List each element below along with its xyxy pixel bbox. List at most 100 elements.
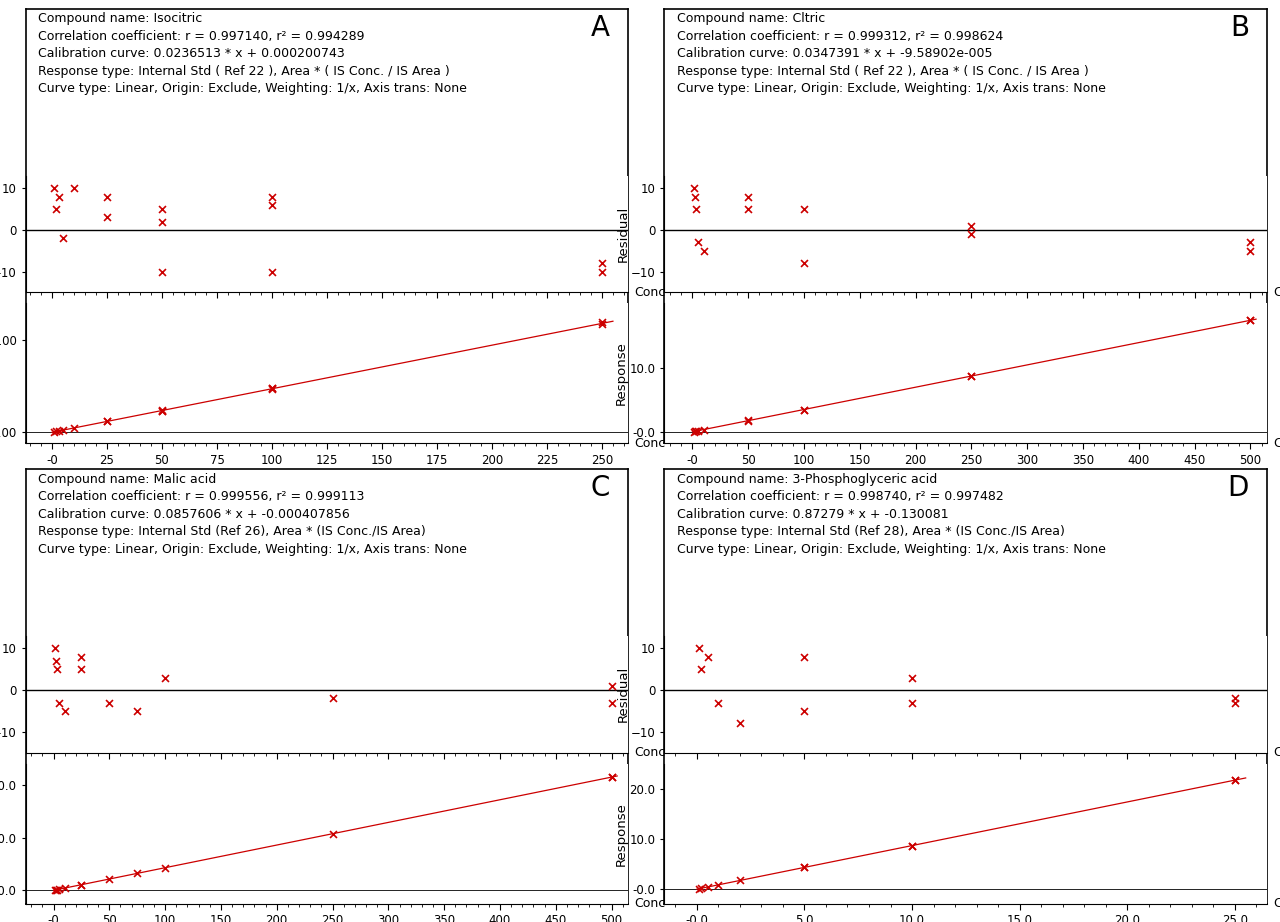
Text: Conc: Conc bbox=[1272, 437, 1280, 450]
Point bbox=[152, 404, 173, 419]
Point bbox=[261, 189, 282, 204]
Text: Conc: Conc bbox=[634, 897, 666, 910]
Point bbox=[794, 649, 814, 664]
Point bbox=[591, 314, 612, 329]
Point bbox=[45, 641, 65, 656]
Point bbox=[961, 219, 982, 233]
Point bbox=[1240, 235, 1261, 250]
Text: Conc: Conc bbox=[1272, 897, 1280, 910]
Point bbox=[602, 679, 622, 693]
Text: B: B bbox=[1230, 14, 1249, 41]
Point bbox=[794, 860, 814, 875]
Text: Conc: Conc bbox=[634, 746, 666, 759]
Point bbox=[46, 662, 67, 677]
Point bbox=[730, 716, 750, 731]
Point bbox=[46, 202, 67, 217]
Point bbox=[97, 189, 118, 204]
Point bbox=[49, 189, 69, 204]
Text: Conc: Conc bbox=[1272, 286, 1280, 299]
Point bbox=[739, 189, 759, 204]
Point bbox=[323, 826, 343, 841]
Point bbox=[686, 424, 707, 439]
Point bbox=[685, 424, 705, 439]
Point bbox=[52, 230, 73, 245]
Point bbox=[687, 423, 708, 438]
Point bbox=[55, 881, 76, 895]
Text: Conc: Conc bbox=[634, 286, 666, 299]
Point bbox=[730, 873, 750, 888]
Point bbox=[902, 670, 923, 685]
Point bbox=[261, 381, 282, 396]
Point bbox=[794, 703, 814, 718]
Point bbox=[902, 695, 923, 710]
Point bbox=[591, 316, 612, 331]
Point bbox=[686, 202, 707, 217]
Y-axis label: Response: Response bbox=[616, 801, 628, 866]
Point bbox=[902, 838, 923, 853]
Point bbox=[72, 649, 92, 664]
Point bbox=[591, 256, 612, 271]
Point bbox=[72, 662, 92, 677]
Point bbox=[261, 382, 282, 396]
Point bbox=[708, 878, 728, 892]
Point bbox=[794, 402, 814, 417]
Point bbox=[687, 235, 708, 250]
Point bbox=[152, 265, 173, 279]
Point bbox=[708, 695, 728, 710]
Point bbox=[49, 695, 69, 710]
Point bbox=[155, 670, 175, 685]
Point bbox=[72, 878, 92, 892]
Text: D: D bbox=[1228, 474, 1249, 502]
Point bbox=[961, 369, 982, 384]
Point bbox=[152, 403, 173, 418]
Point bbox=[97, 414, 118, 429]
Point bbox=[1225, 773, 1245, 787]
Point bbox=[602, 695, 622, 710]
Point bbox=[99, 695, 119, 710]
Text: Conc: Conc bbox=[634, 437, 666, 450]
Point bbox=[691, 881, 712, 895]
Point bbox=[152, 214, 173, 229]
Text: Compound name: Malic acid
Correlation coefficient: r = 0.999556, r² = 0.999113
C: Compound name: Malic acid Correlation co… bbox=[37, 473, 466, 556]
Point bbox=[685, 189, 705, 204]
Point bbox=[1225, 692, 1245, 706]
Text: Conc: Conc bbox=[1272, 746, 1280, 759]
Point bbox=[691, 662, 712, 677]
Point bbox=[46, 882, 67, 897]
Point bbox=[46, 882, 67, 897]
Point bbox=[261, 265, 282, 279]
Point bbox=[261, 197, 282, 212]
Point bbox=[99, 871, 119, 886]
Point bbox=[52, 422, 73, 437]
Point bbox=[64, 181, 84, 195]
Text: Compound name: 3-Phosphoglyceric acid
Correlation coefficient: r = 0.998740, r² : Compound name: 3-Phosphoglyceric acid Co… bbox=[677, 473, 1106, 556]
Point bbox=[602, 770, 622, 785]
Y-axis label: Residual: Residual bbox=[616, 206, 630, 262]
Point bbox=[698, 880, 718, 894]
Point bbox=[49, 881, 69, 896]
Point bbox=[694, 243, 714, 258]
Point bbox=[794, 256, 814, 271]
Point bbox=[127, 703, 147, 718]
Point bbox=[127, 866, 147, 881]
Point bbox=[689, 881, 709, 896]
Point bbox=[694, 422, 714, 437]
Point bbox=[794, 402, 814, 417]
Point bbox=[1225, 695, 1245, 710]
Point bbox=[1240, 313, 1261, 327]
Point bbox=[739, 413, 759, 428]
Y-axis label: Response: Response bbox=[616, 341, 628, 406]
Text: Compound name: Cltric
Correlation coefficient: r = 0.999312, r² = 0.998624
Calib: Compound name: Cltric Correlation coeffi… bbox=[677, 12, 1106, 95]
Point bbox=[961, 227, 982, 242]
Point bbox=[739, 413, 759, 428]
Point bbox=[1240, 313, 1261, 327]
Point bbox=[794, 202, 814, 217]
Point bbox=[44, 181, 64, 195]
Point bbox=[55, 703, 76, 718]
Point bbox=[689, 641, 709, 656]
Point bbox=[1240, 243, 1261, 258]
Point bbox=[684, 181, 704, 195]
Text: Compound name: Isocitric
Correlation coefficient: r = 0.997140, r² = 0.994289
Ca: Compound name: Isocitric Correlation coe… bbox=[37, 12, 466, 95]
Point bbox=[155, 860, 175, 875]
Point bbox=[961, 369, 982, 384]
